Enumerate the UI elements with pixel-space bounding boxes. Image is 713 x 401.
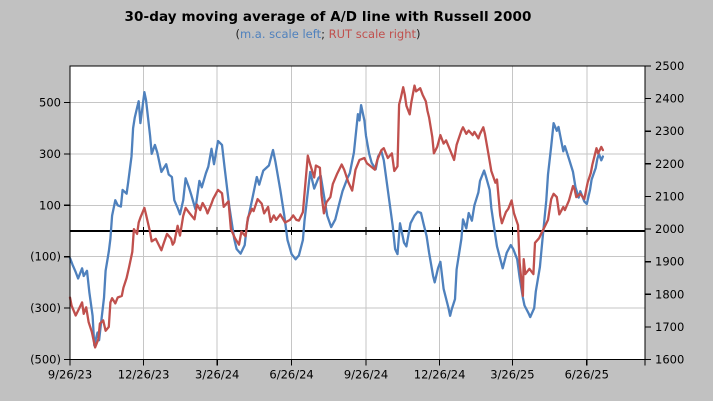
plot-frame xyxy=(69,65,646,361)
right-axis-tick-label: 2000 xyxy=(655,222,684,236)
x-axis-tick-label: 9/26/24 xyxy=(344,368,388,382)
axis-labels: 500 300 100 (100) (300) (500) 2500 2400 2300 2200… xyxy=(30,59,684,382)
right-axis-tick-label: 2500 xyxy=(655,59,684,73)
x-axis-tick-label: 3/26/25 xyxy=(490,368,534,382)
subtitle-paren-close: ) xyxy=(416,27,421,41)
x-axis-tick-label: 3/26/24 xyxy=(195,368,239,382)
left-axis-tick-label: 300 xyxy=(39,147,61,161)
axis-ticks xyxy=(64,65,651,366)
right-axis-tick-label: 2200 xyxy=(655,157,684,171)
left-axis-tick-label: (500) xyxy=(30,353,61,367)
subtitle-separator: ; xyxy=(321,27,329,41)
right-axis-tick-label: 1900 xyxy=(655,255,684,269)
zero-axis-line xyxy=(70,226,645,235)
x-axis-tick-label: 6/26/24 xyxy=(269,368,313,382)
subtitle-right-scale-label: RUT scale right xyxy=(328,27,417,41)
right-axis-tick-label: 2300 xyxy=(655,124,684,138)
x-axis-tick-label: 12/26/23 xyxy=(118,368,170,382)
rut-line-series xyxy=(68,84,605,349)
right-axis-tick-label: 2100 xyxy=(655,189,684,203)
right-axis-tick-label: 1800 xyxy=(655,287,684,301)
right-axis-tick-label: 1600 xyxy=(655,353,684,367)
left-axis-tick-label: (300) xyxy=(30,301,61,315)
subtitle-paren-open: ( xyxy=(235,27,240,41)
x-axis-tick-label: 6/26/25 xyxy=(565,368,609,382)
left-axis-tick-label: (100) xyxy=(30,250,61,264)
right-axis-tick-label: 1700 xyxy=(655,320,684,334)
x-axis-tick-label: 9/26/23 xyxy=(48,368,92,382)
right-axis-tick-label: 2400 xyxy=(655,92,684,106)
plot-border xyxy=(69,65,646,361)
chart-subtitle: (m.a. scale left; RUT scale right) xyxy=(0,27,656,41)
chart-title: 30-day moving average of A/D line with R… xyxy=(124,9,532,25)
data-series xyxy=(68,84,605,349)
x-axis-tick-label: 12/26/24 xyxy=(414,368,466,382)
gridlines xyxy=(70,66,645,360)
left-axis-tick-label: 100 xyxy=(39,198,61,212)
subtitle-left-scale-label: m.a. scale left xyxy=(239,27,322,41)
left-axis-tick-label: 500 xyxy=(39,95,61,109)
